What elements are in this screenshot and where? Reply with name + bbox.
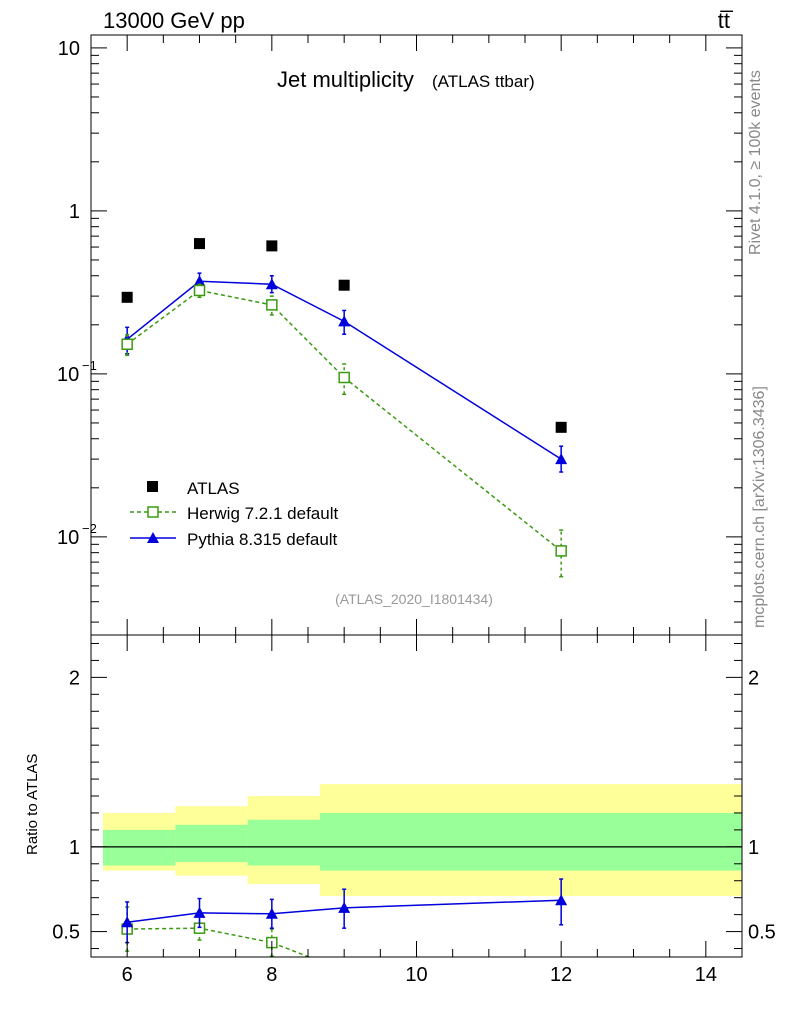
main-point-pythia (193, 275, 206, 287)
main-subtitle: (ATLAS ttbar) (432, 72, 535, 91)
ratio-axis-ticks: 0.5 0.51 12 26 8 10 12 14 (52, 635, 776, 986)
main-y-tick-exponent: −1 (82, 358, 97, 373)
ratio-point-pythia (121, 916, 134, 928)
x-tick-label: 14 (695, 964, 717, 986)
x-tick-label: 12 (550, 964, 572, 986)
ratio-point-pythia (265, 907, 278, 919)
main-point-pythia (265, 278, 278, 290)
main-point-atlas (555, 421, 567, 433)
main-y-tick-label: 10 (57, 527, 79, 549)
legend-label-atlas: ATLAS (187, 479, 240, 498)
legend-label-pythia: Pythia 8.315 default (187, 530, 338, 549)
main-point-herwig (338, 371, 350, 384)
source-label: mcplots.cern.ch [arXiv:1306.3436] (751, 386, 768, 628)
energy-label: 13000 GeV pp (103, 8, 245, 33)
legend-label-herwig: Herwig 7.2.1 default (187, 504, 338, 523)
x-tick-label: 6 (122, 964, 133, 986)
process-label: tt̅ (718, 8, 734, 33)
main-y-tick-label: 10 (58, 38, 80, 60)
x-tick-label: 8 (266, 964, 277, 986)
analysis-tag: (ATLAS_2020_I1801434) (335, 591, 493, 607)
ratio-y-tick-label-left: 0.5 (52, 922, 80, 944)
ratio-point-herwig (339, 966, 349, 976)
ratio-y-tick-label-right: 1 (748, 837, 759, 859)
main-point-pythia (555, 453, 568, 465)
main-y-tick-label: 1 (69, 201, 80, 223)
ratio-point-pythia (193, 906, 206, 918)
ratio-panel: 0.5 0.51 12 26 8 10 12 14 Ratio to ATLAS (24, 634, 776, 986)
main-point-atlas (194, 238, 205, 250)
ratio-band-inner (247, 819, 320, 866)
ratio-band-inner (320, 812, 742, 871)
ratio-point-pythia (555, 894, 568, 906)
main-title: Jet multiplicity (277, 67, 414, 92)
ratio-data-layer (91, 784, 742, 976)
main-point-pythia (338, 315, 351, 327)
main-point-atlas (121, 291, 133, 303)
ratio-y-axis-label: Ratio to ATLAS (24, 754, 41, 855)
main-point-herwig (121, 338, 133, 350)
ratio-y-tick-label-right: 2 (748, 667, 759, 689)
rivet-version-label: Rivet 4.1.0, ≥ 100k events (747, 70, 764, 255)
legend-marker-herwig (147, 506, 159, 518)
main-data-layer (121, 238, 568, 578)
legend-marker-atlas (147, 481, 158, 492)
legend-marker-pythia (147, 532, 159, 543)
x-tick-label: 10 (405, 964, 427, 986)
main-y-tick-label: 10 (57, 364, 79, 386)
ratio-point-pythia (338, 901, 351, 913)
main-point-herwig (555, 545, 567, 557)
main-point-herwig (266, 299, 278, 311)
ratio-band-inner (103, 829, 176, 866)
main-point-atlas (266, 240, 278, 252)
main-point-herwig (193, 284, 206, 297)
ratio-y-tick-label-left: 2 (69, 667, 80, 689)
ratio-y-tick-label-right: 0.5 (748, 922, 776, 944)
main-y-tick-exponent: −2 (82, 521, 97, 536)
ratio-y-tick-label-left: 1 (69, 837, 80, 859)
main-point-atlas (338, 279, 350, 291)
ratio-band-inner (175, 824, 248, 863)
legend: ATLAS Herwig 7.2.1 default Pythia 8.315 … (130, 479, 338, 549)
